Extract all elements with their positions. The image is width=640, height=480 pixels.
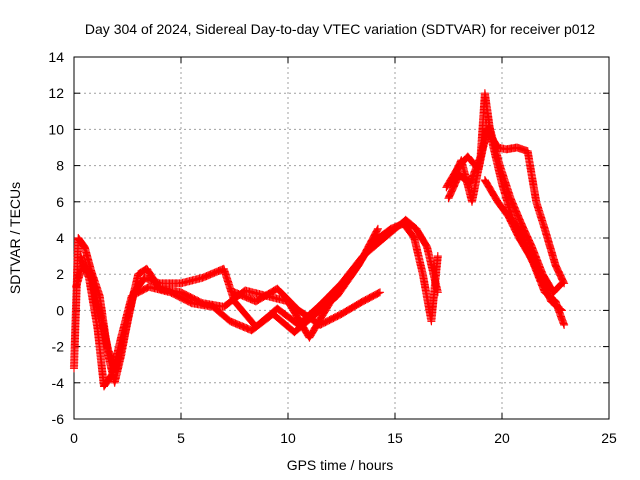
x-tick-label: 25 xyxy=(601,430,617,446)
x-tick-label: 0 xyxy=(70,430,78,446)
y-tick-label: 6 xyxy=(56,194,64,210)
y-tick-label: 0 xyxy=(56,302,64,318)
chart-title: Day 304 of 2024, Sidereal Day-to-day VTE… xyxy=(85,21,595,37)
series-track-8 xyxy=(480,176,566,315)
x-tick-label: 5 xyxy=(177,430,185,446)
y-axis-label: SDTVAR / TECUs xyxy=(7,182,23,294)
series-track-3 xyxy=(76,224,382,391)
x-tick-label: 15 xyxy=(387,430,403,446)
x-axis-label: GPS time / hours xyxy=(287,457,394,473)
y-tick-label: 14 xyxy=(48,49,64,65)
data-series xyxy=(69,89,569,391)
series-track-4 xyxy=(230,284,385,329)
y-tick-label: 10 xyxy=(48,121,64,137)
x-tick-label: 20 xyxy=(494,430,510,446)
y-tick-label: 8 xyxy=(56,158,64,174)
y-tick-label: 12 xyxy=(48,85,64,101)
x-tick-labels: 0 5 10 15 20 25 xyxy=(70,430,617,446)
y-tick-label: -4 xyxy=(52,375,65,391)
y-tick-label: 2 xyxy=(56,266,64,282)
y-tick-label: 4 xyxy=(56,230,64,246)
y-tick-label: -6 xyxy=(52,411,65,427)
series-track-7 xyxy=(442,125,569,288)
y-tick-labels: -6 -4 -2 0 2 4 6 8 10 12 14 xyxy=(48,49,64,427)
y-tick-label: -2 xyxy=(52,339,65,355)
x-tick-label: 10 xyxy=(280,430,296,446)
